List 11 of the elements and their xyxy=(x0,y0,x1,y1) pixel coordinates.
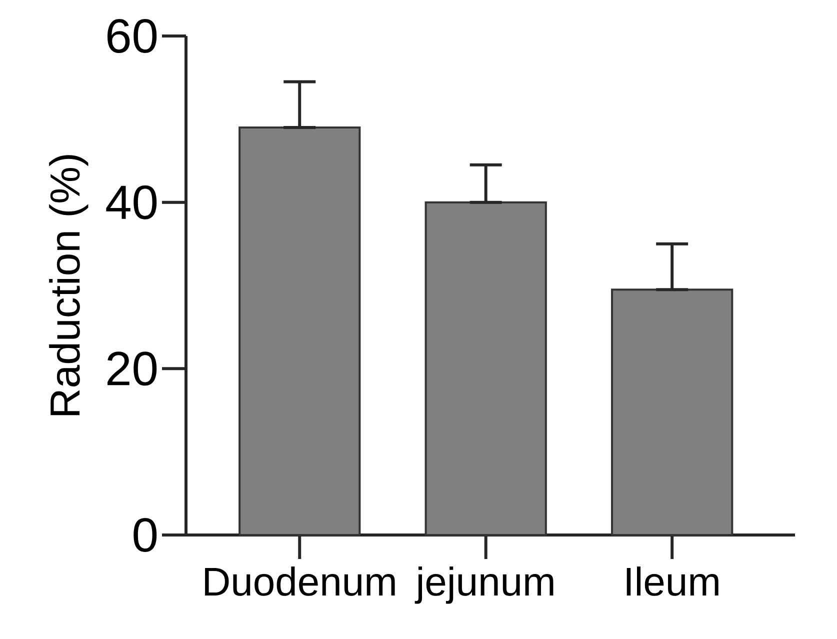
y-tick-label: 20 xyxy=(107,352,157,386)
bar xyxy=(238,126,361,536)
y-tick-label: 0 xyxy=(134,518,157,552)
y-tick-label: 60 xyxy=(108,19,157,53)
y-tick-label: 40 xyxy=(106,185,157,220)
y-axis-title: Raduction (%) xyxy=(49,155,88,416)
x-tick-label: jejunum xyxy=(414,566,554,604)
bar xyxy=(424,201,547,536)
bar xyxy=(611,288,734,536)
x-tick-label: Ileum xyxy=(626,566,718,596)
x-tick-label: Duodenum xyxy=(205,566,395,596)
